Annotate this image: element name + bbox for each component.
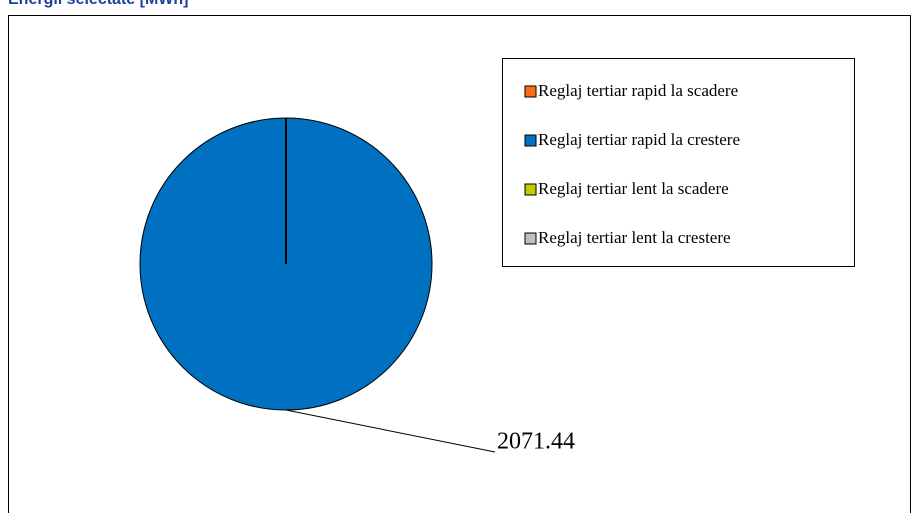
legend-box bbox=[502, 58, 855, 267]
legend-swatch bbox=[524, 183, 537, 196]
leader-line bbox=[285, 409, 496, 453]
data-label: 2071.44 bbox=[497, 429, 575, 455]
legend-swatch bbox=[524, 85, 537, 98]
legend-label: Reglaj tertiar rapid la scadere bbox=[538, 81, 738, 100]
legend-swatch bbox=[524, 232, 537, 245]
chart-title: Energii selectate [MWh] bbox=[8, 0, 188, 8]
legend-swatch bbox=[524, 134, 537, 147]
legend-label: Reglaj tertiar lent la scadere bbox=[538, 179, 729, 198]
legend-label: Reglaj tertiar lent la crestere bbox=[538, 228, 731, 247]
legend-label: Reglaj tertiar rapid la crestere bbox=[538, 130, 740, 149]
